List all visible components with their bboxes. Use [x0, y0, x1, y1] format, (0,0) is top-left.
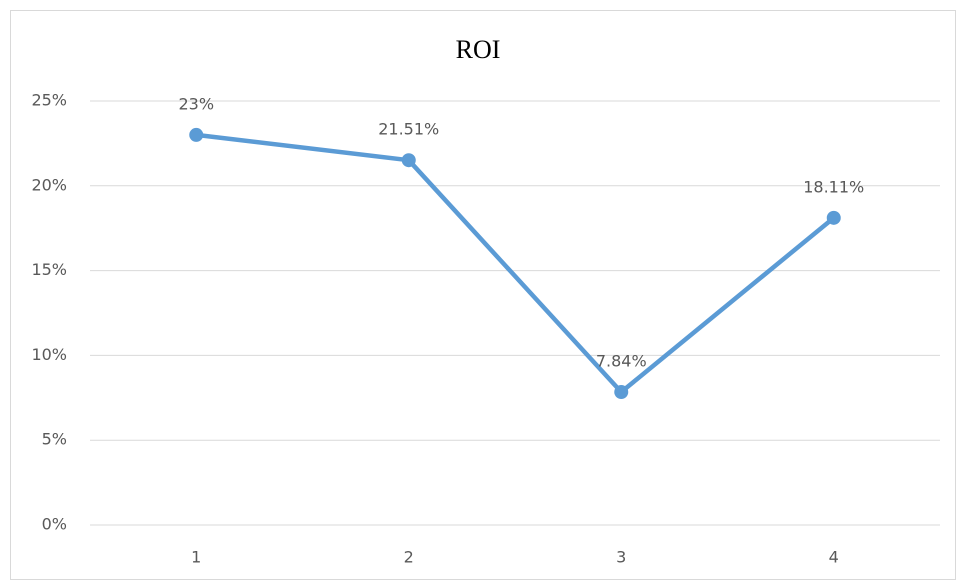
y-tick-label: 10%: [31, 345, 67, 364]
data-label: 18.11%: [803, 177, 864, 196]
series-line: [195, 132, 836, 395]
y-tick-label: 15%: [31, 260, 67, 279]
y-tick-label: 25%: [31, 91, 67, 110]
data-label: 23%: [178, 94, 214, 113]
chart-title: ROI: [456, 35, 501, 64]
y-tick-label: 0%: [42, 515, 67, 534]
data-point: [401, 153, 416, 168]
x-tick-label: 1: [191, 548, 201, 567]
data-label: 21.51%: [378, 120, 439, 139]
data-point: [826, 210, 841, 225]
x-tick-label: 4: [829, 548, 839, 567]
y-tick-label: 20%: [31, 175, 67, 194]
chart-border: [10, 10, 956, 580]
data-point: [614, 385, 629, 400]
y-tick-label: 5%: [42, 430, 67, 449]
data-point: [189, 127, 204, 142]
data-label: 7.84%: [596, 352, 647, 371]
x-tick-label: 2: [404, 548, 414, 567]
x-tick-label: 3: [616, 548, 626, 567]
